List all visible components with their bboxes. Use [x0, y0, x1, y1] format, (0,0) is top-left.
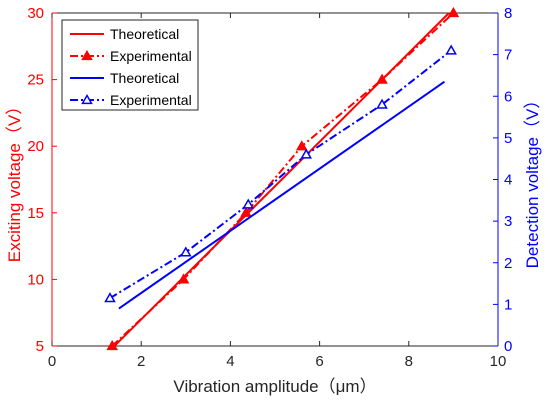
right-y-tick-label: 4 [504, 172, 512, 189]
left-y-tick-label: 10 [27, 271, 44, 288]
series-2 [106, 6, 460, 351]
left-y-tick-label: 20 [27, 138, 44, 155]
legend-entry: Theoretical [70, 70, 179, 86]
data-point-marker [240, 206, 252, 217]
left-y-tick-label: 30 [27, 5, 44, 22]
right-y-tick-label: 3 [504, 213, 512, 230]
legend-entry: Experimental [70, 92, 192, 108]
right-y-tick-label: 7 [504, 47, 512, 64]
legend-label: Experimental [110, 92, 192, 108]
legend-label: Theoretical [110, 70, 179, 86]
right-y-axis-label: Detection voltage（V） [523, 92, 542, 269]
right-y-tick-label: 5 [504, 130, 512, 147]
data-point-marker [376, 73, 388, 84]
right-y-axis-ticks: 0 1 2 3 4 5 6 7 8 [493, 5, 512, 355]
data-point-marker [180, 246, 192, 257]
right-y-tick-label: 2 [504, 255, 512, 272]
x-tick-label: 6 [315, 353, 323, 370]
legend-label: Theoretical [110, 26, 179, 42]
x-tick-label: 4 [226, 353, 234, 370]
right-y-tick-label: 6 [504, 88, 512, 105]
left-y-axis-label: Exciting voltage（V） [5, 98, 24, 262]
data-point-marker [177, 273, 190, 284]
left-y-tick-label: 15 [27, 205, 44, 222]
right-y-tick-label: 0 [504, 338, 512, 355]
right-y-tick-label: 8 [504, 5, 512, 22]
legend-entry: Theoretical [70, 26, 179, 42]
legend-marker-swatch [81, 93, 93, 105]
left-y-tick-label: 25 [27, 72, 44, 89]
left-y-axis-ticks: 5 10 15 20 25 30 [27, 5, 57, 355]
data-point-marker [242, 198, 255, 209]
legend-marker-swatch [81, 49, 93, 61]
x-tick-label: 0 [48, 353, 56, 370]
data-point-marker [376, 98, 388, 109]
series-4 [104, 44, 457, 303]
data-point-marker [295, 140, 308, 151]
data-point-marker [445, 44, 457, 55]
x-axis-label: Vibration amplitude（μm） [173, 377, 376, 396]
legend-label: Experimental [110, 48, 192, 64]
data-point-marker [104, 292, 116, 303]
data-point-marker [447, 6, 460, 18]
x-tick-label: 8 [405, 353, 413, 370]
series-layer [104, 6, 460, 351]
series-3 [118, 80, 446, 310]
legend: Theoretical Experimental Theoretical Experi… [61, 19, 199, 111]
data-point-marker [300, 148, 313, 159]
series-line [118, 80, 446, 310]
series-line [111, 12, 455, 347]
plot-frame [51, 12, 499, 347]
data-point-marker [106, 339, 119, 351]
left-y-tick-label: 5 [36, 338, 44, 355]
x-axis-ticks: 0 2 4 6 8 10 [48, 13, 507, 370]
x-tick-label: 2 [137, 353, 145, 370]
right-y-tick-label: 1 [504, 296, 512, 313]
legend-entry: Experimental [70, 48, 192, 64]
x-tick-label: 10 [490, 353, 507, 370]
